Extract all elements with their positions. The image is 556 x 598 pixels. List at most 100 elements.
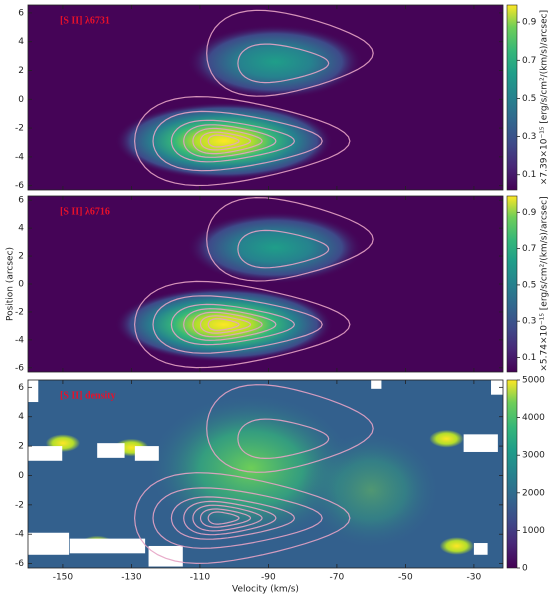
y-tick-label: 6 — [18, 383, 24, 393]
contour — [183, 308, 277, 341]
masked-region — [134, 446, 159, 461]
x-tick-label: -70 — [330, 573, 345, 583]
y-tick-label: -6 — [15, 181, 24, 191]
y-tick-label: -6 — [15, 559, 24, 569]
emission-blob — [114, 102, 334, 180]
masked-region — [97, 443, 125, 458]
contour — [152, 487, 323, 549]
masked-region — [371, 380, 382, 389]
masked-region — [28, 380, 39, 403]
colorbar — [506, 195, 518, 373]
colorbar — [506, 4, 518, 191]
contour — [152, 110, 323, 172]
y-tick-label: 4 — [18, 37, 24, 47]
y-axis-label: Position (arcsec) — [6, 247, 16, 321]
colorbar-tick-label: 0.7 — [522, 56, 536, 66]
panel-title: [S II] density — [60, 390, 116, 401]
y-tick-label: -2 — [15, 124, 24, 134]
colorbar-label: ×7.39×10⁻¹⁵ [erg/s/cm²/(km/s)/arcsec] — [540, 10, 550, 185]
colorbar-label: ×5.74×10⁻¹⁵ [erg/s/cm²/(km/s)/arcsec] — [540, 196, 550, 371]
y-tick-label: 2 — [18, 252, 24, 262]
y-tick-label: -2 — [15, 500, 24, 510]
contour — [133, 472, 351, 565]
axes-frame — [27, 379, 504, 569]
contour — [170, 496, 296, 540]
contour — [133, 95, 351, 187]
x-tick-label: -50 — [398, 573, 413, 583]
contour — [183, 500, 277, 536]
axes-frame — [27, 4, 504, 191]
colorbar-tick-label: 0.5 — [522, 280, 536, 290]
colorbar-tick-label: 0.5 — [522, 94, 536, 104]
x-tick-label: -130 — [121, 573, 142, 583]
contour — [237, 43, 330, 84]
masked-region — [473, 543, 488, 555]
contour — [207, 318, 240, 331]
colorbar-tick-label: 1000 — [522, 526, 545, 536]
colorbar-tick-label: 2000 — [522, 488, 545, 498]
panel-title: [S II] λ6731 — [60, 15, 110, 26]
contour — [206, 384, 374, 473]
x-tick-label: -30 — [467, 573, 482, 583]
colorbar-tick-label: 0.3 — [522, 132, 536, 142]
contour — [170, 119, 296, 163]
y-tick-label: 6 — [18, 196, 24, 206]
contour — [192, 504, 263, 532]
contour — [133, 280, 351, 369]
masked-region — [491, 380, 503, 395]
colorbar-tick-label: 0.9 — [522, 208, 537, 218]
y-tick-label: 0 — [18, 280, 24, 290]
contour — [206, 196, 374, 282]
y-tick-label: -4 — [15, 335, 24, 345]
x-tick-label: -90 — [261, 573, 276, 583]
hot-spot — [439, 537, 474, 555]
contour — [199, 315, 252, 334]
contour — [207, 134, 240, 148]
masked-region — [28, 446, 63, 461]
contour — [183, 124, 277, 158]
colorbar-tick-label: 0.1 — [522, 353, 536, 363]
masked-region — [28, 532, 70, 555]
density-blob — [148, 394, 355, 542]
x-tick-label: -110 — [190, 573, 211, 583]
panel-image — [28, 5, 503, 190]
colorbar — [506, 379, 518, 569]
colorbar-tick-label: 5000 — [522, 376, 545, 386]
panel-image — [28, 380, 503, 568]
contour — [237, 418, 330, 460]
panel-image — [28, 196, 503, 372]
masked-region — [148, 545, 183, 567]
masked-region — [69, 538, 146, 554]
emission-blob — [114, 286, 334, 363]
panel-title: [S II] λ6716 — [60, 206, 110, 217]
contour — [192, 311, 263, 338]
colorbar-tick-label: 4000 — [522, 413, 545, 423]
y-tick-label: -2 — [15, 307, 24, 317]
y-tick-label: -4 — [15, 530, 24, 540]
colorbar-tick-label: 0.3 — [522, 317, 536, 327]
contour — [199, 508, 252, 528]
contour — [170, 303, 296, 346]
masked-region — [463, 434, 498, 452]
contour — [199, 131, 252, 151]
y-tick-label: 0 — [18, 95, 24, 105]
y-tick-label: 0 — [18, 471, 24, 481]
colorbar-tick-label: 0.7 — [522, 244, 536, 254]
density-blob — [302, 431, 440, 549]
contour — [237, 229, 330, 269]
contour — [192, 127, 263, 155]
colorbar-tick-label: 0.9 — [522, 18, 537, 28]
y-tick-label: 4 — [18, 224, 24, 234]
y-tick-label: 2 — [18, 442, 24, 452]
y-tick-label: -6 — [15, 363, 24, 373]
y-tick-label: 6 — [18, 8, 24, 18]
contour — [207, 511, 240, 525]
hot-spot — [429, 429, 464, 448]
colorbar-tick-label: 3000 — [522, 451, 545, 461]
x-axis-label: Velocity (km/s) — [232, 585, 299, 595]
colorbar-tick-label: 0.1 — [522, 170, 536, 180]
emission-blob — [186, 24, 365, 100]
x-tick-label: -150 — [53, 573, 74, 583]
y-tick-label: 4 — [18, 412, 24, 422]
